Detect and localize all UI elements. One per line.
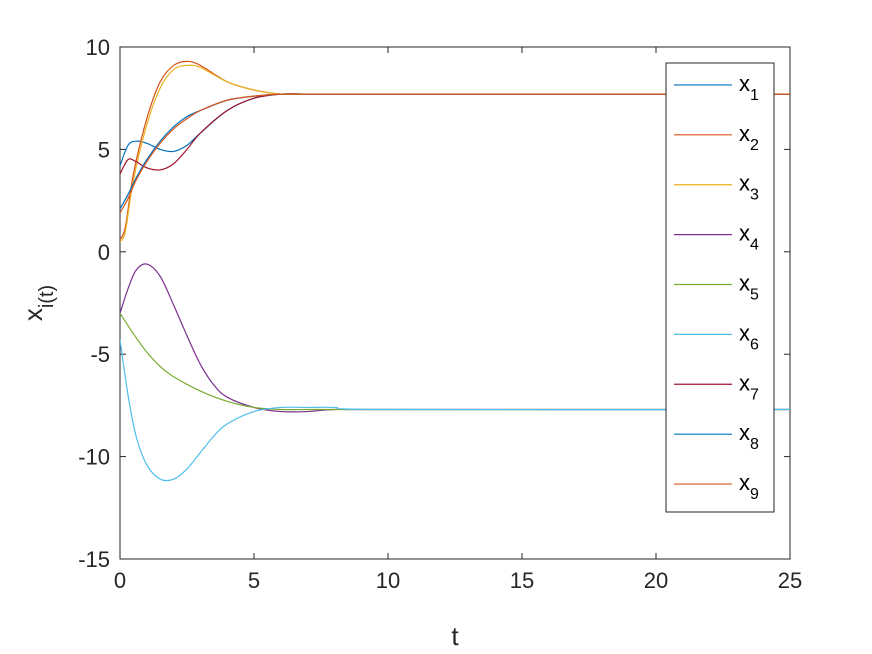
- x-tick-label: 25: [778, 568, 802, 593]
- series-line-6: [120, 339, 790, 482]
- x-tick-label: 20: [644, 568, 668, 593]
- x-tick-label: 0: [114, 568, 126, 593]
- y-axis-label: xi(t): [18, 285, 58, 321]
- legend-box: [665, 62, 775, 513]
- y-tick-label: 10: [86, 35, 110, 60]
- y-tick-label: -5: [90, 342, 110, 367]
- x-tick-label: 10: [376, 568, 400, 593]
- y-tick-label: 0: [98, 240, 110, 265]
- series-line-9: [120, 93, 790, 214]
- y-tick-label: -10: [78, 445, 110, 470]
- axis-ticks: 0 5 10 15 20 25 -15 -10 -5 0 5 10: [78, 35, 802, 593]
- x-axis-label: t: [451, 621, 459, 651]
- x-tick-label: 15: [510, 568, 534, 593]
- y-tick-label: 5: [98, 137, 110, 162]
- series-lines: [120, 60, 790, 482]
- x-tick-label: 5: [248, 568, 260, 593]
- y-tick-label: -15: [78, 547, 110, 572]
